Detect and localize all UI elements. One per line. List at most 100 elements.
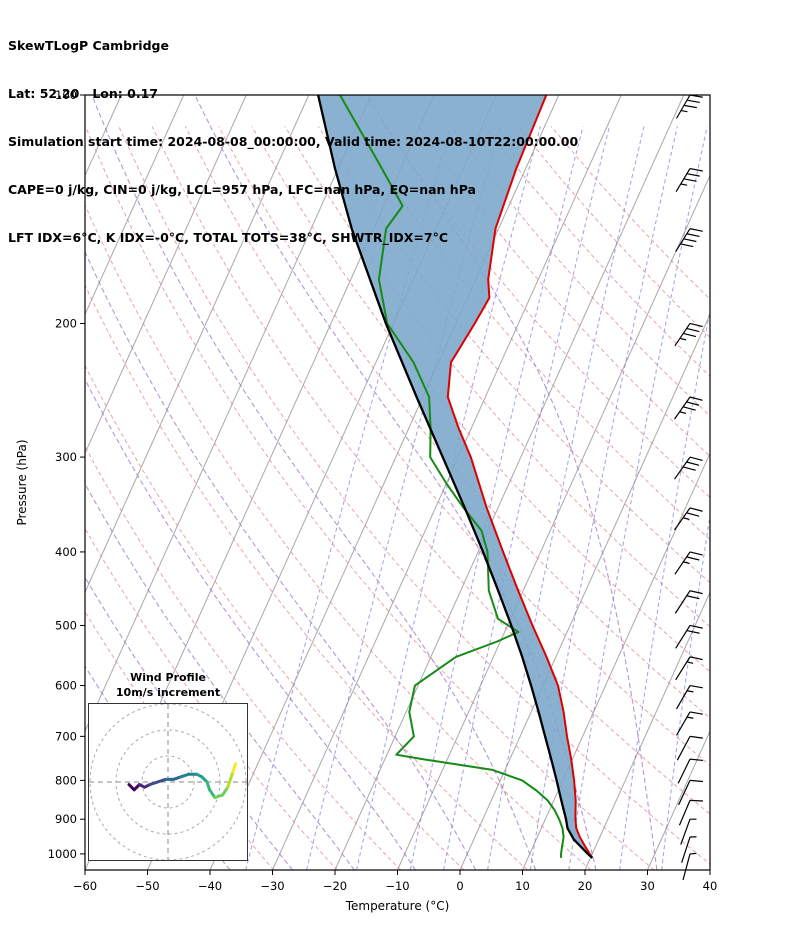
wind-barb-full	[689, 758, 703, 762]
chart-background	[85, 95, 710, 870]
wind-barb-full	[683, 332, 697, 338]
wind-barb-staff	[680, 818, 691, 845]
wind-barb-full	[689, 711, 703, 715]
wind-barb-full	[683, 238, 697, 243]
hodograph-plot	[89, 703, 247, 861]
hodograph-speed-ring	[115, 729, 221, 835]
mixing-ratio-line	[356, 126, 541, 870]
wind-barb-full	[689, 228, 703, 232]
wind-barb-full	[686, 512, 700, 517]
moist-adiabat-line	[85, 482, 355, 870]
wind-barb-half	[679, 411, 687, 415]
y-tick-label: 300	[55, 450, 77, 464]
wind-barb-full	[689, 396, 703, 401]
wind-barb-full	[689, 624, 703, 629]
wind-barb-full	[689, 456, 703, 462]
dry-adiabat-line	[284, 126, 710, 628]
hodograph-trace-segment	[231, 762, 238, 774]
wind-barb-full	[686, 461, 700, 466]
moist-adiabat-line	[85, 378, 416, 870]
wind-barb-full	[689, 94, 703, 98]
wind-barb-half	[679, 337, 687, 341]
wind-barb-full	[689, 656, 703, 661]
wind-barb-half	[680, 109, 688, 113]
wind-barb-staff	[681, 836, 691, 863]
isotherm-line	[584, 591, 710, 870]
wind-barb-staff	[675, 228, 691, 252]
moist-adiabat-line	[85, 250, 477, 870]
y-tick-label: 600	[55, 679, 77, 693]
wind-barb-staff	[675, 685, 691, 710]
mixing-ratio-line	[443, 126, 610, 870]
wind-barbs	[674, 94, 704, 881]
dry-adiabat-line	[85, 284, 528, 870]
hodograph-title: Wind Profile 10m/s increment	[88, 671, 248, 700]
temperature-curve	[446, 95, 594, 859]
isotherm-line	[85, 95, 185, 316]
isotherm-line	[85, 95, 372, 733]
wind-barb-half	[686, 661, 694, 664]
mixing-ratio-line	[661, 512, 710, 870]
wind-barb-staff	[674, 456, 691, 480]
mixing-ratio-line	[619, 308, 710, 870]
wind-barb-full	[686, 556, 700, 561]
y-tick-label: 700	[55, 729, 77, 743]
hodograph-trace-segment	[221, 785, 230, 797]
x-tick-label: −60	[73, 879, 97, 893]
mixing-ratio-line	[529, 126, 678, 870]
isotherm-line	[709, 868, 710, 870]
moist-adiabat-line	[85, 576, 293, 870]
x-tick-label: −10	[385, 879, 409, 893]
wind-barb-full	[689, 684, 703, 689]
shaded-area	[318, 95, 593, 858]
isotherm-line	[209, 95, 560, 870]
dry-adiabat-line	[85, 610, 275, 870]
wind-barb-staff	[674, 590, 691, 614]
dry-adiabat-line	[384, 126, 710, 499]
chart-title: SkewTLogP Cambridge	[8, 38, 169, 53]
wind-barb-half	[686, 716, 694, 719]
isotherm-line	[397, 174, 710, 870]
y-tick-label: 800	[55, 773, 77, 787]
dry-adiabat-line	[218, 126, 710, 719]
x-tick-label: −50	[135, 879, 159, 893]
wind-barb-half	[682, 517, 690, 520]
moist-adiabat-line	[91, 95, 537, 870]
dry-adiabat-line	[85, 203, 592, 870]
wind-barb-full	[680, 243, 694, 248]
wind-barb-full	[686, 401, 700, 406]
moist-adiabat-line	[194, 95, 597, 870]
y-tick-label: 1000	[48, 847, 77, 861]
wind-barb-half	[689, 852, 697, 855]
isotherm-line	[85, 95, 310, 594]
wind-barb-full	[689, 590, 703, 595]
wind-barb-staff	[674, 396, 691, 420]
header-block: SkewTLogP Cambridge Lat: 52.20 Lon: 0.17…	[8, 6, 578, 278]
wind-barb-staff	[677, 758, 691, 784]
wind-barb-half	[680, 183, 688, 186]
dry-adiabat-line	[85, 445, 401, 870]
wind-barb-staff	[678, 800, 691, 826]
wind-barb-full	[689, 167, 703, 172]
wind-barb-half	[686, 690, 694, 693]
parcel-curve	[316, 95, 594, 859]
dry-adiabat-line	[184, 126, 710, 767]
wind-barb-full	[689, 799, 704, 802]
hodograph-speed-ring	[89, 703, 247, 861]
wind-barb-full	[683, 178, 697, 182]
hodograph-inset	[88, 703, 248, 861]
y-tick-label: 400	[55, 545, 77, 559]
indices-line-2: LFT IDX=6°C, K IDX=-0°C, TOTAL TOTS=38°C…	[8, 230, 449, 245]
x-tick-label: 0	[456, 879, 463, 893]
wind-barb-half	[683, 561, 690, 565]
isotherm-line	[85, 95, 247, 455]
y-tick-label: 500	[55, 618, 77, 632]
dry-adiabat-line	[85, 364, 465, 870]
wind-barb-full	[689, 322, 703, 328]
y-axis-label: Pressure (hPa)	[15, 439, 29, 525]
wind-barb-staff	[675, 625, 691, 649]
wind-barb-staff	[682, 853, 691, 881]
wind-barb-staff	[675, 94, 691, 119]
hodograph-title-line1: Wind Profile	[130, 671, 206, 684]
